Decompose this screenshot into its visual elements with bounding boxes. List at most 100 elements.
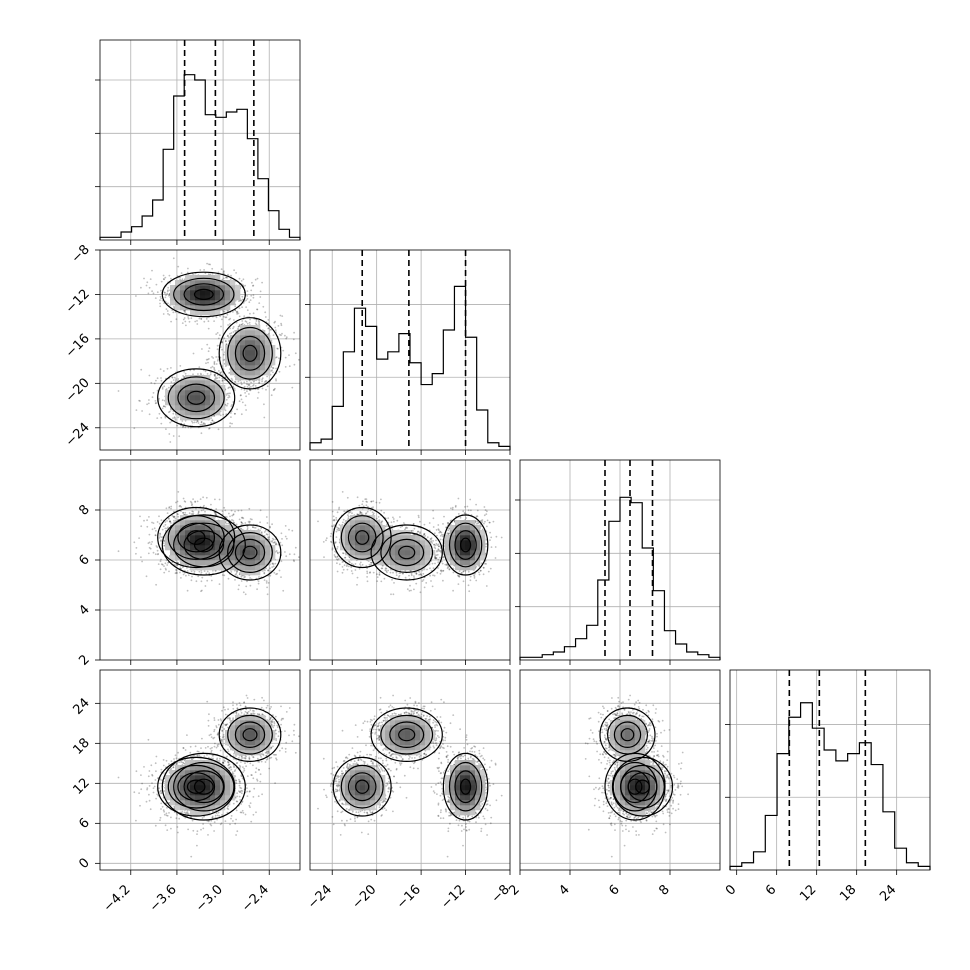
density-cell: [245, 340, 251, 346]
density-cell: [185, 295, 191, 301]
scatter-point: [203, 269, 206, 271]
scatter-point: [266, 593, 269, 596]
density-cell: [200, 275, 206, 281]
scatter-point: [146, 519, 149, 522]
scatter-point: [229, 425, 231, 428]
scatter-point: [159, 560, 162, 563]
scatter-point: [140, 525, 143, 528]
density-cell: [215, 295, 221, 301]
scatter-point: [135, 295, 137, 297]
scatter-point: [238, 307, 241, 310]
density-cell: [205, 275, 211, 281]
density-cell: [200, 405, 206, 411]
density-cell: [185, 290, 191, 296]
scatter-point: [284, 525, 287, 527]
scatter-point: [250, 381, 253, 384]
scatter-point: [229, 278, 232, 281]
scatter-point: [229, 515, 231, 518]
density-cell: [245, 335, 251, 341]
scatter-point: [236, 310, 239, 313]
scatter-point: [232, 513, 235, 515]
scatter-point: [181, 322, 184, 324]
scatter-point: [182, 573, 185, 576]
scatter-point: [159, 532, 161, 535]
scatter-point: [158, 397, 160, 400]
scatter-point: [184, 372, 187, 375]
scatter-point: [240, 521, 243, 523]
density-cell: [230, 350, 236, 356]
density-cell: [205, 290, 211, 296]
scatter-point: [230, 377, 233, 380]
density-cell: [205, 410, 211, 416]
scatter-point: [243, 385, 246, 388]
scatter-point: [178, 505, 181, 508]
density-cell: [180, 290, 186, 296]
scatter-point: [230, 332, 233, 334]
scatter-point: [244, 320, 247, 323]
scatter-point: [170, 505, 173, 508]
scatter-point: [248, 521, 251, 524]
scatter-point: [165, 568, 167, 571]
scatter-point: [264, 380, 267, 383]
scatter-point: [190, 579, 193, 582]
scatter-point: [278, 569, 281, 572]
scatter-point: [168, 386, 170, 389]
scatter-point: [191, 421, 194, 424]
scatter-point: [252, 296, 255, 299]
scatter-point: [228, 372, 231, 374]
scatter-point: [147, 292, 150, 295]
scatter-point: [222, 310, 225, 313]
scatter-point: [285, 537, 288, 540]
scatter-point: [194, 320, 197, 323]
scatter-point: [201, 589, 203, 592]
scatter-point: [264, 529, 267, 532]
scatter-point: [215, 514, 218, 516]
density-cell: [220, 305, 226, 311]
scatter-point: [263, 571, 266, 574]
contour-line: [177, 383, 216, 413]
scatter-point: [248, 301, 251, 304]
scatter-point: [271, 562, 274, 565]
contour-line: [161, 271, 246, 318]
scatter-point: [203, 320, 206, 323]
scatter-point: [170, 320, 173, 323]
density-cell: [265, 350, 271, 356]
scatter-point: [184, 419, 187, 422]
scatter-point: [164, 276, 167, 279]
density-cell: [265, 355, 271, 361]
scatter-point: [236, 328, 239, 330]
scatter-point: [197, 373, 199, 375]
scatter-point: [298, 358, 300, 361]
scatter-point: [225, 276, 227, 279]
scatter-point: [244, 522, 247, 524]
scatter-point: [164, 405, 167, 408]
scatter-point: [160, 422, 163, 425]
scatter-point: [272, 562, 274, 565]
density-cell: [210, 295, 216, 301]
scatter-point: [213, 360, 216, 363]
scatter-point: [208, 427, 210, 430]
panel-frame: [309, 249, 511, 451]
scatter-point: [261, 377, 264, 379]
contour-line: [234, 335, 266, 371]
scatter-point: [225, 398, 228, 401]
scatter-point: [245, 306, 248, 308]
scatter-point: [177, 265, 180, 268]
scatter-point: [246, 309, 249, 312]
scatter-point: [165, 507, 168, 510]
scatter-point: [205, 318, 208, 320]
scatter-point: [259, 521, 261, 524]
density-cell: [195, 375, 201, 381]
scatter-point: [274, 326, 277, 329]
scatter-point: [182, 318, 185, 321]
scatter-point: [214, 369, 216, 372]
scatter-point: [217, 337, 220, 340]
contour-line: [183, 283, 225, 306]
density-cell: [255, 335, 261, 341]
scatter-point: [153, 382, 156, 385]
density-cell: [250, 365, 256, 371]
scatter-point: [215, 569, 217, 572]
scatter-point: [202, 422, 205, 424]
density-cell: [205, 415, 211, 421]
scatter-point: [156, 553, 159, 556]
